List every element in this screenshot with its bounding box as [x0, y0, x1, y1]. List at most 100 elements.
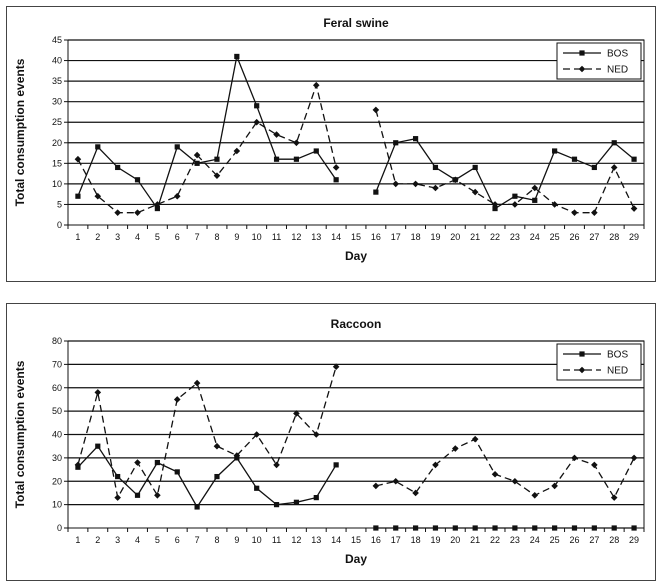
x-tick-label: 20: [450, 535, 460, 545]
data-point-bos: [452, 525, 458, 531]
legend: BOS NED: [556, 343, 642, 381]
legend-label-bos: BOS: [607, 49, 628, 60]
data-point-ned: [312, 431, 320, 438]
y-tick-label: 40: [52, 56, 62, 66]
data-point-bos: [313, 495, 319, 501]
x-tick-label: 22: [490, 232, 500, 242]
y-tick-label: 0: [57, 220, 62, 230]
data-point-ned: [630, 454, 638, 462]
data-point-bos: [492, 205, 498, 212]
x-tick-label: 17: [391, 232, 401, 242]
series-line-bos: [375, 137, 635, 210]
data-point-bos: [631, 525, 637, 531]
x-tick-label: 20: [450, 232, 460, 242]
x-tick-label: 18: [411, 535, 421, 545]
data-point-bos: [492, 525, 498, 531]
data-point-ned: [511, 477, 519, 485]
data-point-ned: [412, 489, 419, 497]
x-tick-label: 4: [135, 232, 140, 242]
data-point-bos: [254, 103, 260, 109]
data-point-ned: [332, 164, 340, 171]
data-point-bos: [571, 156, 578, 162]
series-line-ned: [375, 438, 635, 499]
series-line-ned: [77, 366, 337, 500]
x-tick-label: 15: [351, 232, 361, 242]
data-point-bos: [194, 160, 200, 166]
data-point-ned: [273, 461, 280, 469]
data-point-ned: [571, 454, 578, 462]
data-point-ned: [114, 494, 121, 501]
x-tick-label: 13: [311, 535, 321, 545]
x-tick-label: 2: [95, 232, 100, 242]
x-tick-label: 22: [490, 535, 500, 545]
x-tick-label: 26: [569, 535, 579, 545]
y-tick-label: 10: [52, 500, 62, 510]
x-tick-label: 23: [510, 535, 520, 545]
x-tick-label: 11: [272, 535, 281, 545]
data-point-ned: [273, 131, 280, 138]
data-point-bos: [552, 525, 558, 531]
data-point-bos: [174, 144, 180, 150]
data-point-ned: [412, 180, 419, 188]
data-point-ned: [591, 461, 598, 469]
x-axis-label: Day: [345, 552, 367, 566]
data-point-ned: [154, 491, 161, 499]
data-point-bos: [254, 485, 260, 491]
y-tick-label: 5: [57, 199, 62, 209]
data-point-ned: [591, 209, 598, 216]
data-point-bos: [412, 136, 419, 142]
x-tick-label: 16: [371, 535, 381, 545]
data-point-bos: [194, 504, 200, 510]
x-tick-label: 12: [291, 535, 301, 545]
data-point-bos: [631, 156, 637, 162]
x-tick-label: 28: [609, 232, 619, 242]
data-point-bos: [591, 164, 597, 171]
x-tick-label: 24: [530, 535, 540, 545]
x-tick-label: 8: [214, 535, 219, 545]
data-point-bos: [134, 177, 141, 183]
data-point-ned: [491, 201, 499, 208]
x-tick-label: 28: [609, 535, 619, 545]
x-tick-label: 6: [175, 535, 180, 545]
data-point-bos: [333, 462, 339, 468]
data-point-ned: [531, 184, 539, 192]
x-tick-label: 10: [252, 232, 262, 242]
data-point-ned: [610, 494, 618, 501]
x-tick-label: 29: [629, 232, 639, 242]
x-axis-label: Day: [345, 249, 367, 263]
legend-box: [556, 42, 642, 80]
legend-box: [556, 343, 642, 381]
x-tick-label: 27: [589, 232, 599, 242]
x-tick-label: 25: [550, 535, 560, 545]
data-point-bos: [154, 205, 160, 212]
x-tick-label: 3: [115, 535, 120, 545]
x-tick-label: 4: [135, 535, 140, 545]
x-tick-label: 26: [569, 232, 579, 242]
series-line-ned: [77, 82, 337, 214]
y-tick-label: 60: [52, 383, 62, 393]
x-tick-label: 7: [195, 232, 200, 242]
data-point-bos: [373, 189, 379, 195]
data-point-bos: [134, 492, 141, 498]
y-tick-label: 50: [52, 406, 62, 416]
data-point-bos: [95, 144, 101, 150]
x-tick-label: 15: [351, 535, 361, 545]
x-tick-label: 3: [115, 232, 120, 242]
data-point-bos: [472, 164, 478, 171]
x-tick-label: 6: [175, 232, 180, 242]
data-point-ned: [94, 389, 102, 396]
legend-marker-bos: [579, 351, 585, 357]
data-point-bos: [611, 140, 617, 146]
data-point-ned: [74, 155, 82, 163]
x-tick-label: 17: [391, 535, 401, 545]
data-point-bos: [571, 525, 578, 531]
data-point-ned: [491, 470, 499, 478]
y-tick-label: 25: [52, 117, 62, 127]
data-point-ned: [392, 477, 400, 485]
data-point-ned: [173, 192, 181, 200]
data-point-ned: [213, 442, 221, 450]
data-point-bos: [432, 164, 439, 171]
data-point-bos: [313, 148, 319, 154]
x-tick-label: 14: [331, 232, 341, 242]
